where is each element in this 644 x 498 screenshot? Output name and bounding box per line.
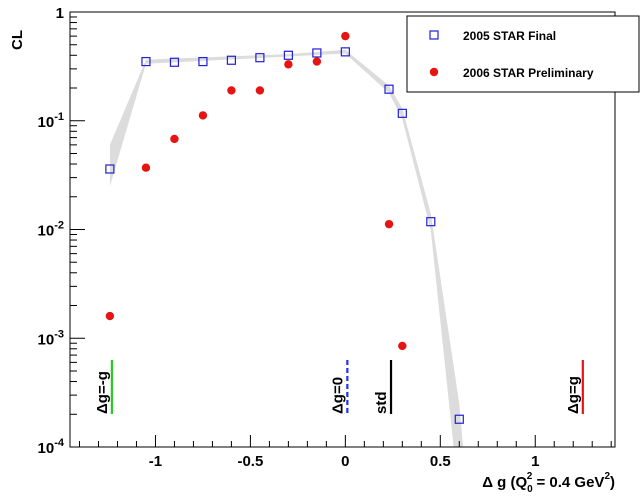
- point-2006-preliminary: [141, 163, 151, 172]
- x-axis-title-unit-superscript: 2: [604, 471, 610, 482]
- legend-marker-2005: [429, 30, 439, 40]
- legend: 2005 STAR Final 2006 STAR Preliminary: [406, 15, 640, 93]
- x-axis-title: Δ g (Q0 2 = 0.4 GeV2): [482, 471, 615, 495]
- point-2006-preliminary: [198, 111, 208, 120]
- y-tick-label: 10-2: [38, 220, 64, 240]
- y-tick-label: 10-3: [38, 328, 64, 348]
- point-2006-preliminary: [284, 60, 293, 69]
- point-2005-final: [283, 50, 293, 60]
- point-2006-preliminary: [398, 341, 407, 351]
- annot-g-neg-label: Δg=-g: [94, 371, 111, 414]
- series-layer: [105, 31, 464, 424]
- point-2005-final: [105, 164, 115, 174]
- point-2005-final: [198, 56, 208, 67]
- point-2006-preliminary: [170, 134, 179, 144]
- annot-g-zero-label: Δg=0: [329, 377, 346, 414]
- annot-g-pos-label: Δg=g: [565, 376, 582, 414]
- y-tick-label: 10-1: [38, 111, 64, 131]
- x-axis-title-subscript: 0: [527, 484, 533, 495]
- x-tick-label: 0.5: [430, 453, 451, 470]
- point-2006-preliminary: [312, 57, 322, 66]
- point-2005-final: [384, 84, 394, 94]
- x-tick-label: -0.5: [237, 453, 263, 470]
- annotation-layer: Δg=-g Δg=0 std Δg=g: [94, 360, 584, 415]
- point-2005-final: [169, 57, 180, 67]
- x-tick-label: 1: [531, 453, 539, 470]
- y-axis-title: CL: [9, 30, 26, 50]
- point-2006-preliminary: [227, 86, 236, 95]
- x-tick-label: 0: [341, 453, 349, 470]
- point-2005-final: [312, 48, 322, 58]
- x-axis-title-close: ): [610, 474, 615, 491]
- y-tick-label: 1: [56, 5, 64, 22]
- x-axis-title-unit: = 0.4 GeV: [532, 474, 604, 491]
- x-axis-title-superscript: 2: [527, 471, 533, 482]
- y-tick-label: 10-4: [38, 437, 65, 457]
- x-axis-title-delta: Δ: [482, 474, 493, 491]
- point-2006-preliminary: [384, 219, 394, 229]
- legend-box: [406, 15, 640, 93]
- point-2005-final: [141, 56, 151, 67]
- legend-label-2006: 2006 STAR Preliminary: [463, 66, 594, 80]
- point-2005-final: [226, 55, 237, 65]
- point-2006-preliminary: [255, 86, 265, 95]
- point-2005-final: [454, 414, 464, 424]
- annot-std-label: std: [373, 392, 390, 415]
- point-2005-final: [340, 47, 350, 57]
- point-2005-final: [397, 108, 407, 118]
- point-2005-final: [255, 53, 265, 63]
- point-2005-final: [426, 217, 436, 227]
- axis-layer: CL Δ g (Q02 = 0.4 GeV2) -1 -0.5 0 0.5 1110-1…: [9, 5, 615, 495]
- point-2006-preliminary: [341, 31, 350, 41]
- legend-label-2005: 2005 STAR Final: [463, 29, 556, 43]
- x-tick-label: -1: [149, 453, 162, 470]
- legend-marker-2006: [429, 67, 439, 77]
- point-2006-preliminary: [105, 311, 115, 321]
- x-axis-title-g: g (Q: [493, 474, 527, 491]
